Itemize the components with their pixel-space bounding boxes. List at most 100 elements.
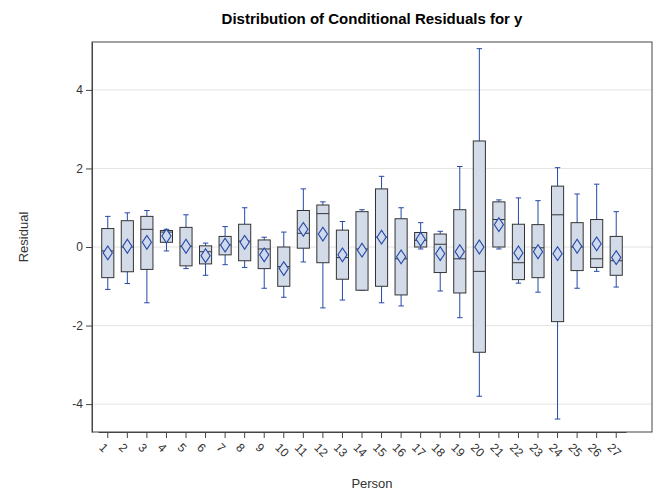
median [141,229,153,230]
whisker-cap [261,237,266,238]
mean-marker [592,237,601,251]
whisker-cap [594,184,599,185]
x-tick-label: 26 [585,441,605,461]
whisker [616,212,617,237]
x-tick-label: 14 [351,441,371,461]
whisker-cap [437,231,442,232]
box [121,221,133,272]
box-group [512,198,524,283]
whisker-cap [418,222,423,223]
whisker-cap [398,305,403,306]
box-group [415,223,427,249]
x-tick: 16 [390,432,410,460]
box [571,223,583,271]
x-tick-mark [146,432,147,438]
box-group [336,221,348,300]
y-tick-label: 4 [76,83,83,97]
whisker [479,352,480,396]
x-tick: 27 [605,432,625,460]
title: Distribution of Conditional Residuals fo… [222,10,523,27]
y-tick-mark [86,90,92,91]
whisker [205,264,206,275]
median [434,244,446,245]
whisker [557,168,558,186]
x-tick-label: 16 [390,441,410,461]
x-tick-label: 8 [233,441,248,456]
grid-line [92,168,652,169]
x-tick-label: 19 [448,441,468,461]
whisker [146,269,147,302]
x-tick: 24 [546,432,566,460]
boxes [102,49,623,419]
box [415,232,427,247]
whisker [186,215,187,228]
whisker-cap [398,207,403,208]
y-tick-label: 2 [76,162,83,176]
x-tick-mark [381,432,382,438]
mean-marker [201,249,210,263]
box [199,246,211,264]
whisker [107,278,108,290]
box-group [434,231,446,291]
x-tick: 2 [116,432,131,455]
whisker [225,227,226,237]
x-tick: 18 [429,432,449,460]
whisker-cap [477,48,482,49]
whisker-cap [222,226,227,227]
mean-marker [299,222,308,236]
box [141,216,153,269]
mean-marker [142,235,151,249]
whisker-cap [457,166,462,167]
x-tick-label: 12 [311,441,331,461]
mean-marker [455,245,464,259]
whisker [577,271,578,289]
x-tick-mark [264,432,265,438]
whisker-cap [144,302,149,303]
x-tick-mark [459,432,460,438]
whisker [322,263,323,308]
y-axis-title: Residual [16,212,31,263]
x-tick: 11 [292,432,311,460]
box-group [180,215,192,269]
box [610,236,622,275]
whisker-cap [516,197,521,198]
whisker-cap [242,207,247,208]
x-tick-mark [401,432,402,438]
whisker-cap [320,201,325,202]
median [512,262,524,263]
whisker-cap [164,250,169,251]
x-tick: 19 [448,432,468,460]
whisker [420,223,421,233]
whisker [518,280,519,284]
median [473,271,485,272]
x-tick-label: 11 [292,441,311,460]
whisker-cap [418,248,423,249]
whisker-cap [203,275,208,276]
whisker-cap [183,214,188,215]
box [591,220,603,268]
y-axis-line [92,43,93,433]
box-group [493,200,505,249]
y-tick: 0 [76,240,92,254]
whisker [596,184,597,219]
whisker-cap [125,212,130,213]
y-tick-mark [86,247,92,248]
x-tick-label: 17 [409,441,429,461]
x-tick-mark [186,432,187,438]
x-tick-mark [127,432,128,438]
whisker-cap [555,419,560,420]
x-tick-mark [557,432,558,438]
whisker-cap [301,188,306,189]
whisker-cap [535,200,540,201]
box-group [356,210,368,291]
whisker [342,279,343,300]
whisker [381,176,382,189]
y-axis: -4 -2 0 2 4 [72,43,92,433]
x-tick-label: 6 [194,441,209,456]
whisker-cap [105,216,110,217]
y-tick: -4 [72,397,92,411]
whisker-cap [574,193,579,194]
y-tick-label: -2 [72,319,83,333]
whisker [596,267,597,271]
whisker-cap [496,199,501,200]
